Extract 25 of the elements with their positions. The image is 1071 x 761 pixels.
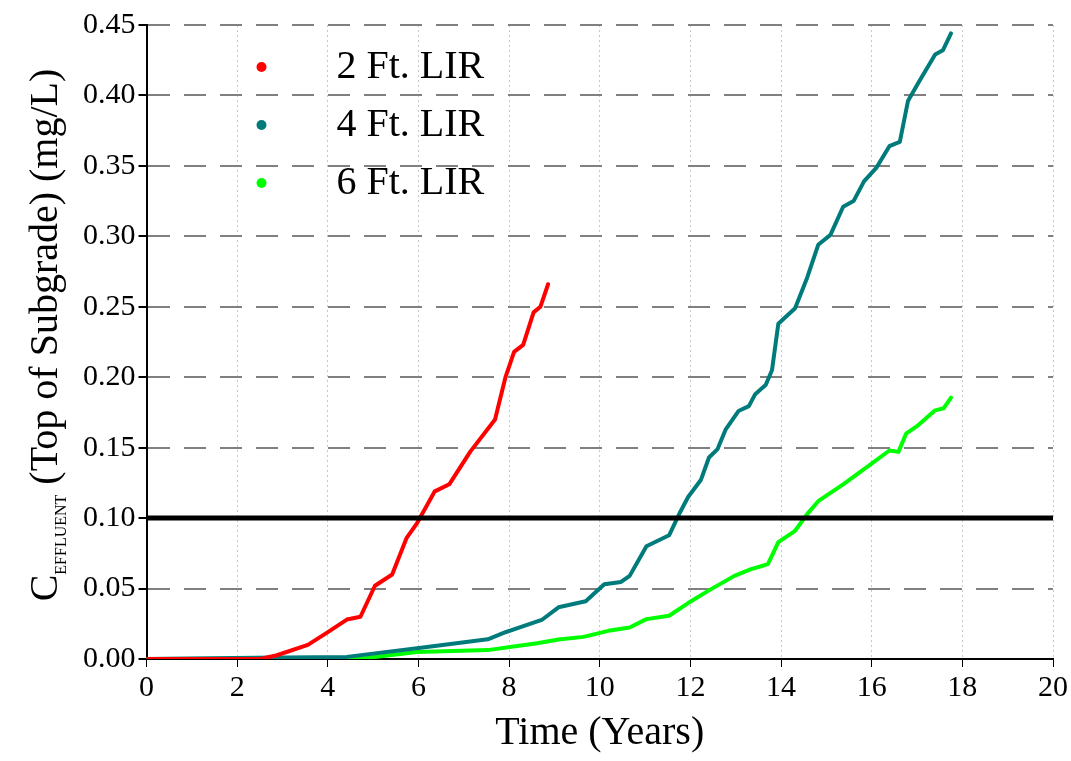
y-tick-label: 0.30 bbox=[83, 217, 136, 251]
y-tick-label: 0.40 bbox=[83, 76, 136, 110]
y-tick-label: 0.25 bbox=[83, 287, 136, 321]
x-tick-label: 0 bbox=[139, 668, 154, 702]
x-tick-label: 14 bbox=[766, 668, 797, 702]
x-tick-label: 18 bbox=[947, 668, 978, 702]
y-tick-label: 0.45 bbox=[83, 5, 136, 39]
x-tick-label: 10 bbox=[584, 668, 615, 702]
x-tick-label: 20 bbox=[1038, 668, 1068, 702]
x-tick-label: 12 bbox=[675, 668, 706, 702]
y-tick-label: 0.35 bbox=[83, 146, 136, 180]
x-tick-label: 6 bbox=[410, 668, 426, 702]
x-tick-label: 2 bbox=[229, 668, 245, 702]
legend-label: 6 Ft. LIR bbox=[336, 157, 485, 203]
legend-label: 2 Ft. LIR bbox=[336, 41, 485, 87]
x-axis-title: Time (Years) bbox=[495, 707, 705, 753]
x-tick-label: 16 bbox=[856, 668, 887, 702]
x-tick-label: 4 bbox=[320, 668, 336, 702]
y-tick-label: 0.10 bbox=[83, 498, 136, 532]
y-tick-label: 0.05 bbox=[83, 569, 136, 603]
x-tick-label: 8 bbox=[501, 668, 517, 702]
y-tick-label: 0.20 bbox=[83, 358, 136, 392]
y-tick-label: 0.15 bbox=[83, 428, 136, 462]
y-tick-label: 0.00 bbox=[83, 639, 136, 673]
legend-label: 4 Ft. LIR bbox=[336, 99, 485, 145]
